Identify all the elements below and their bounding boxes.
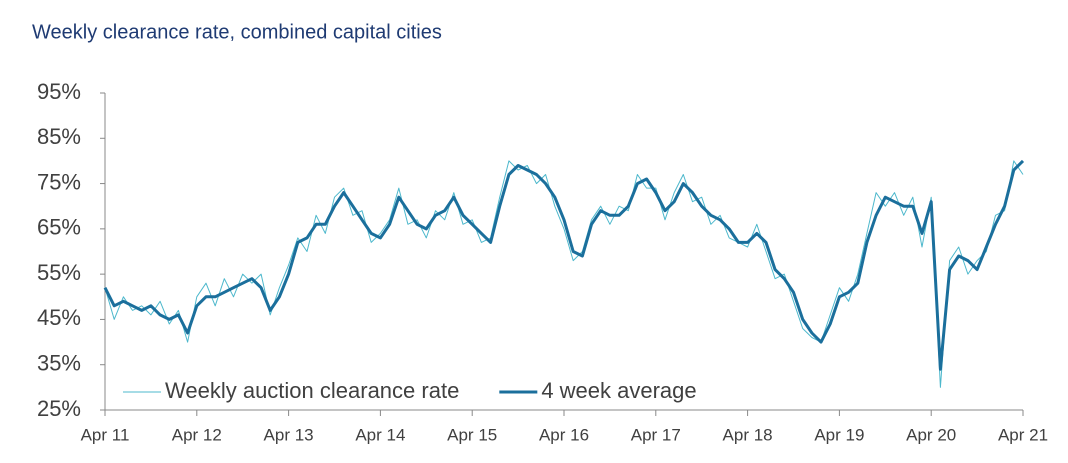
x-tick-label: Apr 13: [264, 425, 314, 444]
x-tick-label: Apr 11: [81, 425, 130, 444]
x-tick-label: Apr 20: [906, 425, 956, 444]
series-line: [104, 160, 1024, 388]
legend-label: Weekly auction clearance rate: [165, 378, 459, 403]
y-tick-label: 95%: [37, 79, 81, 104]
y-tick-label: 45%: [37, 305, 81, 330]
x-tick-label: Apr 16: [539, 425, 589, 444]
x-tick-label: Apr 18: [723, 425, 773, 444]
legend-label: 4 week average: [541, 378, 696, 403]
x-tick-label: Apr 12: [172, 425, 222, 444]
y-tick-label: 25%: [37, 396, 81, 421]
x-tick-label: Apr 15: [447, 425, 497, 444]
series-line: [103, 159, 1025, 371]
x-tick-label: Apr 21: [998, 425, 1048, 444]
y-tick-label: 65%: [37, 215, 81, 240]
chart-title: Weekly clearance rate, combined capital …: [32, 21, 442, 43]
x-tick-label: Apr 14: [355, 425, 405, 444]
y-tick-label: 35%: [37, 351, 81, 376]
y-tick-label: 75%: [37, 169, 81, 194]
x-tick-label: Apr 17: [631, 425, 681, 444]
y-tick-label: 85%: [37, 124, 81, 149]
y-tick-label: 55%: [37, 260, 81, 285]
x-tick-label: Apr 19: [814, 425, 864, 444]
